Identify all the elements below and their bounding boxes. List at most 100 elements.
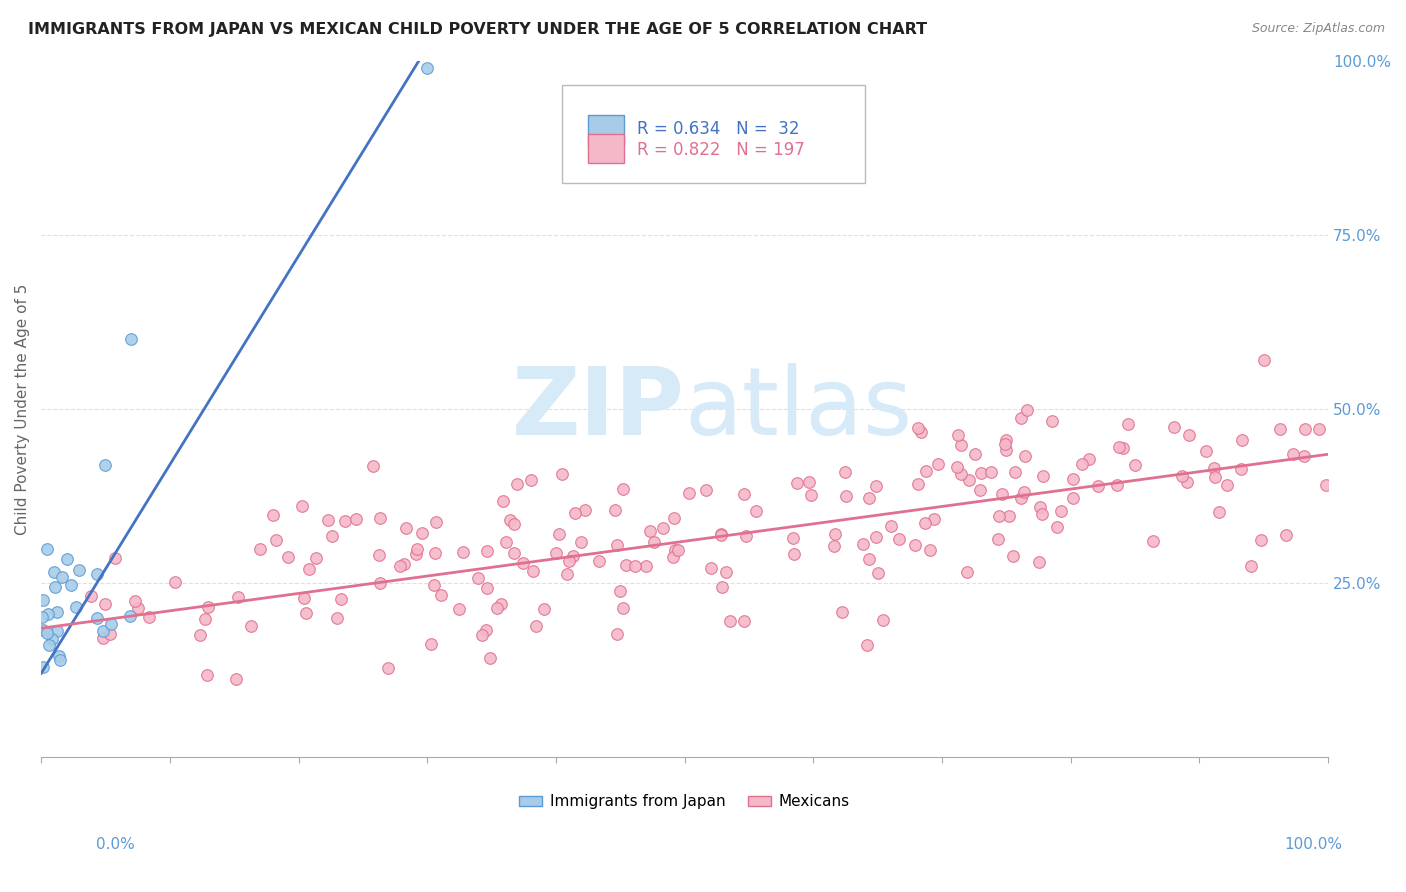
Point xyxy=(91,624,114,638)
Point xyxy=(965,447,987,461)
Point xyxy=(226,590,249,604)
Point xyxy=(910,425,932,440)
Point xyxy=(956,566,979,580)
Point xyxy=(411,526,433,541)
Point xyxy=(678,486,700,500)
Point xyxy=(506,477,529,491)
Point xyxy=(1028,555,1050,569)
Point xyxy=(662,549,685,564)
Point xyxy=(1087,479,1109,493)
Point xyxy=(295,606,318,620)
Point xyxy=(262,508,284,522)
Point xyxy=(1108,440,1130,454)
Point xyxy=(1163,419,1185,434)
Text: 100.0%: 100.0% xyxy=(1285,838,1343,852)
Point xyxy=(969,467,991,481)
Point xyxy=(291,499,314,513)
Point xyxy=(636,558,658,573)
Point xyxy=(716,565,738,579)
Point xyxy=(502,546,524,560)
Point xyxy=(1171,469,1194,483)
Point xyxy=(914,516,936,531)
Point xyxy=(1275,528,1298,542)
Point xyxy=(904,538,927,552)
Point xyxy=(710,526,733,541)
Text: IMMIGRANTS FROM JAPAN VS MEXICAN CHILD POVERTY UNDER THE AGE OF 5 CORRELATION CH: IMMIGRANTS FROM JAPAN VS MEXICAN CHILD P… xyxy=(28,22,927,37)
Point xyxy=(616,558,638,573)
Point xyxy=(624,558,647,573)
Point xyxy=(1178,427,1201,442)
Point xyxy=(502,517,524,532)
Point xyxy=(957,473,980,487)
Point xyxy=(188,628,211,642)
Point xyxy=(321,528,343,542)
Point xyxy=(423,578,446,592)
Point xyxy=(1268,422,1291,436)
Point xyxy=(344,512,367,526)
Point xyxy=(1175,475,1198,490)
Point xyxy=(1250,533,1272,548)
Point xyxy=(950,437,973,451)
Point xyxy=(666,542,689,557)
Point xyxy=(1112,441,1135,455)
Point xyxy=(425,516,447,530)
Point xyxy=(489,597,512,611)
Point xyxy=(651,520,673,534)
Point xyxy=(1031,507,1053,521)
Point xyxy=(98,626,121,640)
Point xyxy=(664,543,686,558)
Point xyxy=(1001,549,1024,564)
Point xyxy=(1040,414,1063,428)
Point xyxy=(361,458,384,473)
Point xyxy=(865,530,887,544)
Point xyxy=(100,617,122,632)
Point xyxy=(823,539,845,553)
Point xyxy=(467,571,489,585)
Point xyxy=(526,618,548,632)
Point xyxy=(394,521,416,535)
Point xyxy=(1230,433,1253,447)
Point xyxy=(1195,443,1218,458)
FancyBboxPatch shape xyxy=(588,134,624,163)
Point xyxy=(420,637,443,651)
Point xyxy=(858,491,880,505)
Point xyxy=(31,610,53,624)
Point xyxy=(292,591,315,605)
Point xyxy=(1308,422,1330,436)
Point xyxy=(79,589,101,603)
Point xyxy=(471,627,494,641)
Point xyxy=(638,524,661,538)
Point xyxy=(485,601,508,615)
Point xyxy=(946,427,969,442)
Point xyxy=(1118,417,1140,432)
Point xyxy=(1014,449,1036,463)
Point xyxy=(920,543,942,558)
Point xyxy=(1004,466,1026,480)
Text: 0.0%: 0.0% xyxy=(96,838,135,852)
Point xyxy=(609,584,631,599)
Point xyxy=(699,561,721,575)
Point xyxy=(1010,411,1032,425)
Point xyxy=(389,558,412,573)
Point xyxy=(733,487,755,501)
Point xyxy=(392,558,415,572)
Point xyxy=(512,556,534,570)
Point xyxy=(551,467,574,481)
Point xyxy=(197,599,219,614)
Point xyxy=(852,537,875,551)
Point xyxy=(475,543,498,558)
Point xyxy=(1071,457,1094,471)
Point xyxy=(588,554,610,568)
Point xyxy=(643,535,665,549)
Point xyxy=(797,475,820,489)
Point xyxy=(48,653,70,667)
Point xyxy=(367,549,389,563)
Point xyxy=(124,594,146,608)
Point xyxy=(548,527,571,541)
Point xyxy=(782,531,804,545)
Point xyxy=(606,627,628,641)
Point xyxy=(1294,422,1316,436)
Point xyxy=(65,600,87,615)
Point xyxy=(138,610,160,624)
Point xyxy=(612,601,634,615)
